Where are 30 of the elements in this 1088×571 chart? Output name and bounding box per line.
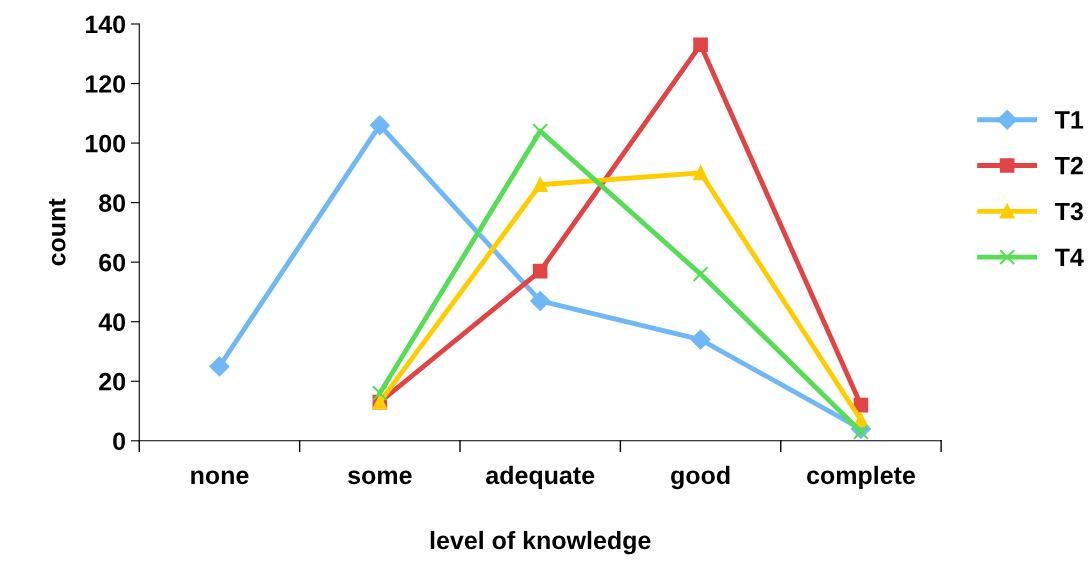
y-tick-label: 0 (113, 432, 126, 451)
x-axis-title: level of knowledge (430, 530, 651, 555)
x-tick-label: none (191, 470, 249, 485)
point (692, 266, 709, 283)
y-tick-label: 140 (85, 15, 126, 34)
point (532, 177, 548, 193)
y-tick-label: 80 (99, 194, 126, 212)
point (371, 385, 388, 402)
y-tick-label: 100 (85, 134, 126, 153)
x-tick-label: good (671, 465, 730, 490)
point (532, 123, 549, 140)
legend-label: T3 (1054, 202, 1083, 221)
point (369, 115, 390, 136)
y-tick-label: 20 (99, 372, 126, 391)
point (209, 356, 230, 377)
point (693, 165, 708, 181)
legend-label: T4 (1054, 248, 1084, 266)
point (532, 263, 548, 279)
point (530, 291, 551, 311)
legend-label: T1 (1054, 111, 1084, 129)
point (693, 37, 708, 53)
x-tick-label: adequate (486, 465, 595, 490)
x-tick-label: complete (807, 465, 915, 490)
y-tick-label: 40 (98, 313, 126, 332)
y-tick-label: 120 (85, 75, 126, 93)
x-tick-label: some (348, 470, 412, 485)
point (690, 329, 711, 350)
y-tick-label: 60 (99, 253, 126, 272)
legend-label: T2 (1054, 156, 1083, 175)
y-axis-title: count (48, 198, 66, 266)
